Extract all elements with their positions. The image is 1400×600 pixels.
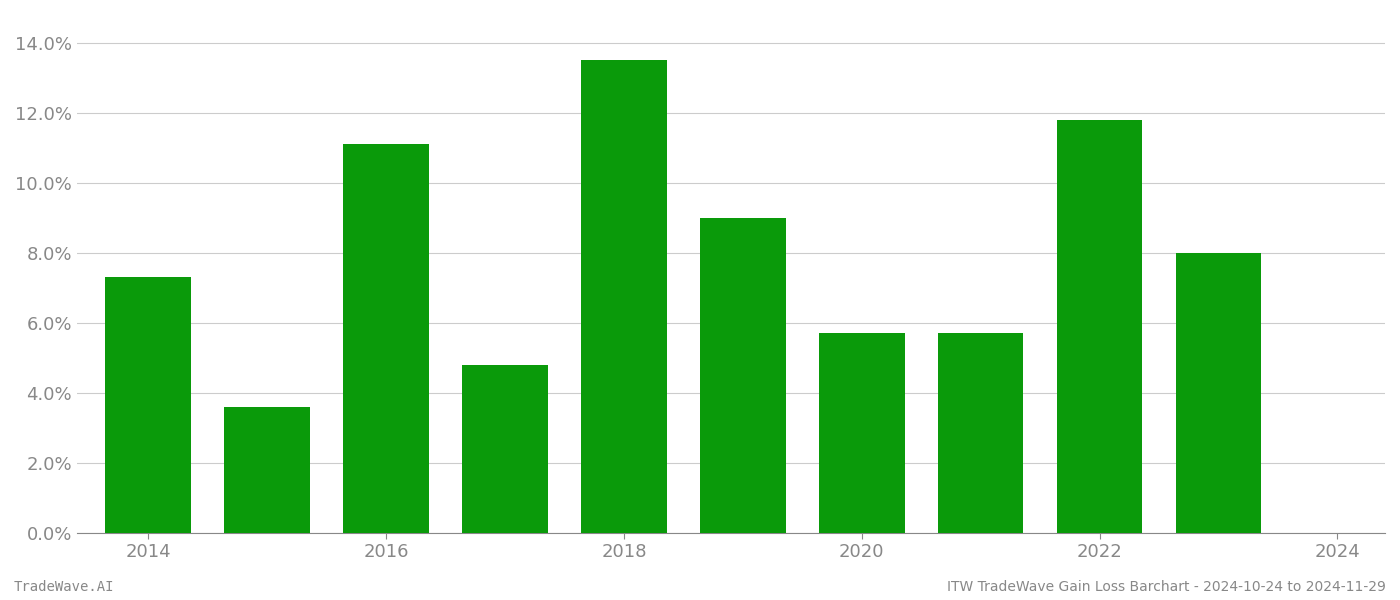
Bar: [1057, 120, 1142, 533]
Bar: [462, 365, 547, 533]
Bar: [343, 145, 428, 533]
Bar: [224, 407, 309, 533]
Bar: [938, 333, 1023, 533]
Text: ITW TradeWave Gain Loss Barchart - 2024-10-24 to 2024-11-29: ITW TradeWave Gain Loss Barchart - 2024-…: [948, 580, 1386, 594]
Bar: [105, 277, 190, 533]
Bar: [1176, 253, 1261, 533]
Bar: [700, 218, 785, 533]
Bar: [819, 333, 904, 533]
Text: TradeWave.AI: TradeWave.AI: [14, 580, 115, 594]
Bar: [581, 61, 666, 533]
